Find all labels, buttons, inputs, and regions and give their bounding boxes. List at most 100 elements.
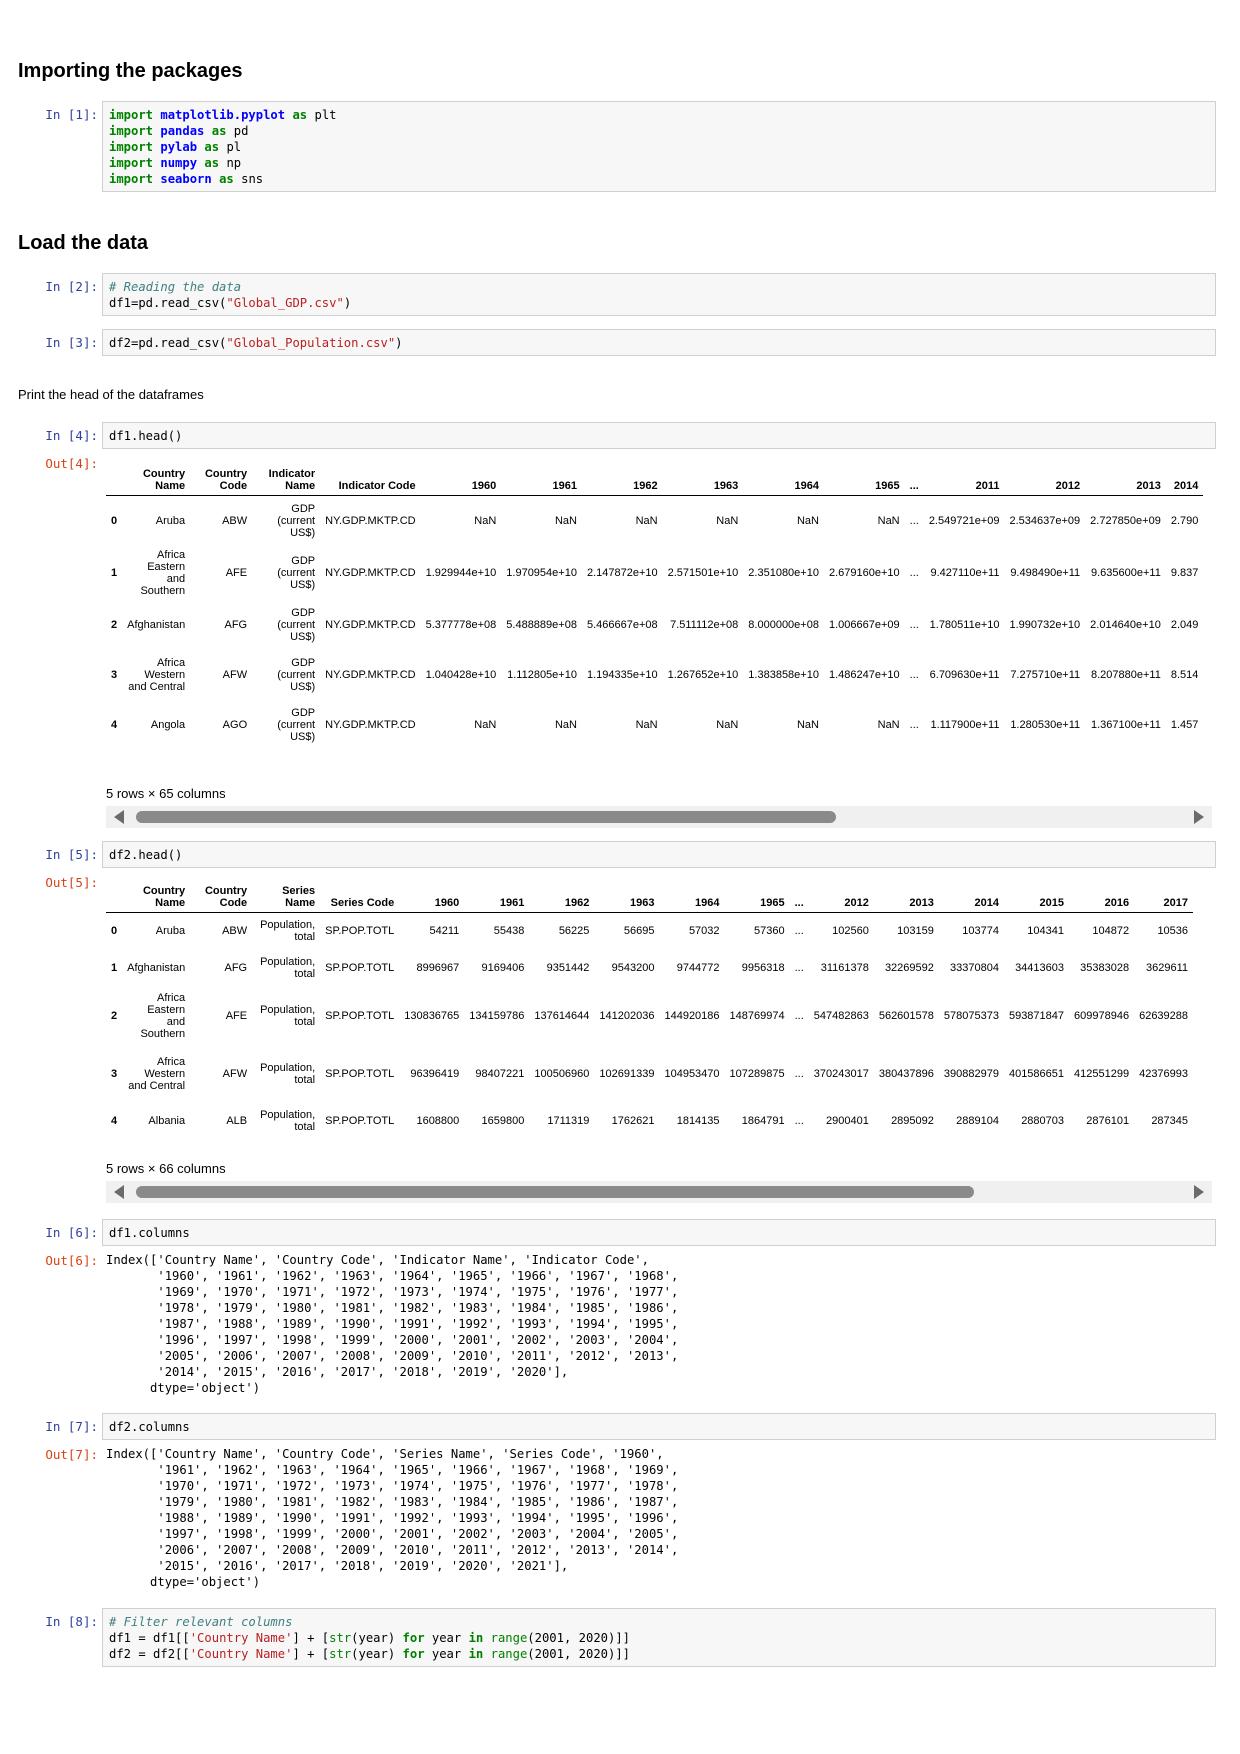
table-cell: 8.000000e+08	[748, 618, 819, 631]
scrollbar-thumb[interactable]	[136, 811, 836, 823]
table-cell: NY.GDP.MKTP.CD	[325, 618, 416, 631]
row-index: 3	[111, 1067, 118, 1080]
table-cell: 370243017	[813, 1067, 869, 1080]
table-cell: 9351442	[546, 962, 590, 974]
table-cell: 2889104	[956, 1115, 999, 1127]
table-cell: Albania	[148, 1115, 186, 1127]
column-header: 1963	[662, 465, 744, 496]
scrollbar-thumb[interactable]	[136, 1186, 974, 1198]
code-cell-read-population[interactable]: df2=pd.read_csv("Global_Population.csv")	[102, 329, 1216, 356]
code-text: (year)	[351, 1647, 403, 1661]
table-cell: 103774	[962, 925, 999, 938]
table-cell: AFW	[222, 1067, 248, 1080]
table-cell: 2.147872e+10	[586, 566, 658, 579]
table-row: 0 Aruba ABW GDP (current US$) NY.GDP.MKTP.CD…	[106, 496, 1203, 546]
scroll-left-arrow-icon[interactable]	[114, 810, 124, 824]
heading-load-data: Load the data	[18, 232, 149, 254]
table-cell: NY.GDP.MKTP.CD	[325, 718, 416, 731]
code-comment: # Filter relevant columns	[109, 1615, 293, 1629]
table-cell: 8.207880e+11	[1090, 668, 1161, 681]
code-module: pylab	[160, 140, 198, 154]
table-cell: 2.351080e+10	[748, 566, 819, 579]
table-cell: 96396419	[410, 1067, 460, 1080]
table-cell: 102691339	[599, 1067, 655, 1080]
code-keyword: for	[402, 1631, 425, 1645]
table-cell: 6.709630e+11	[929, 668, 1000, 681]
code-cell-filter-columns[interactable]: # Filter relevant columns df1 = df1[['Co…	[102, 1608, 1216, 1667]
table-cell: 578075373	[943, 1009, 999, 1022]
table-cell: AFE	[225, 1009, 248, 1022]
table-cell: ...	[909, 514, 919, 527]
code-string: 'Country Name'	[189, 1631, 293, 1645]
table-cell: 7.511112e+08	[670, 618, 739, 631]
table-cell: NaN	[554, 718, 577, 731]
table-cell: 3629611	[1146, 962, 1189, 974]
scroll-right-arrow-icon[interactable]	[1194, 1185, 1204, 1199]
table-cell: 390882979	[943, 1067, 999, 1080]
scroll-right-arrow-icon[interactable]	[1194, 810, 1204, 824]
table-cell: 1659800	[481, 1115, 525, 1127]
output-line: '2006', '2007', '2008', '2009', '2010', …	[106, 1543, 679, 1557]
table-cell: 2.549721e+09	[928, 514, 1000, 527]
code-text	[483, 1647, 490, 1661]
code-module: matplotlib.pyplot	[160, 108, 286, 122]
code-keyword: import	[109, 172, 154, 186]
df2-horizontal-scrollbar[interactable]	[106, 1181, 1212, 1203]
df2-columns-output: Index(['Country Name', 'Country Code', '…	[106, 1446, 678, 1590]
code-line: import seaborn as sns	[109, 171, 1209, 187]
table-cell: 1.486247e+10	[828, 668, 900, 681]
table-row: 2 Afghanistan AFG GDP (current US$) NY.GDP.M…	[106, 600, 1203, 650]
table-cell: 134159786	[469, 1009, 525, 1022]
output-line: dtype='object')	[106, 1575, 261, 1589]
table-cell: 144920186	[664, 1009, 720, 1022]
code-cell-df1-columns[interactable]: df1.columns	[102, 1219, 1216, 1246]
table-cell: 1.194335e+10	[586, 668, 658, 681]
table-cell: 2880703	[1021, 1115, 1065, 1127]
output-line: Index(['Country Name', 'Country Code', '…	[106, 1447, 664, 1461]
input-prompt-1: In [1]:	[45, 107, 98, 122]
table-cell: ABW	[222, 514, 248, 527]
row-index: 3	[111, 668, 118, 681]
row-index: 4	[111, 718, 118, 731]
heading-importing-packages: Importing the packages	[18, 60, 243, 82]
table-cell: ...	[794, 925, 804, 938]
table-cell: Population, total	[260, 919, 316, 944]
table-cell: GDP (current US$)	[277, 706, 316, 743]
scroll-left-arrow-icon[interactable]	[114, 1185, 124, 1199]
code-text	[483, 1631, 490, 1645]
column-header: 1964	[659, 882, 725, 913]
code-cell-read-gdp[interactable]: # Reading the data df1=pd.read_csv("Glob…	[102, 273, 1216, 316]
code-cell-df1-head[interactable]: df1.head()	[102, 422, 1216, 449]
row-index: 2	[111, 618, 118, 631]
table-cell: 2.679160e+10	[828, 566, 900, 579]
table-cell: 1711319	[547, 1115, 590, 1127]
column-header: 2012	[808, 882, 874, 913]
df1-horizontal-scrollbar[interactable]	[106, 806, 1212, 828]
code-text: df1=pd.read_csv(	[109, 296, 227, 310]
code-cell-import-packages[interactable]: import matplotlib.pyplot as plt import pa…	[102, 101, 1216, 192]
table-cell: 9.498490e+11	[1010, 566, 1081, 579]
table-cell: NaN	[635, 514, 658, 527]
row-index: 1	[111, 566, 118, 579]
df2-shape-info: 5 rows × 66 columns	[106, 1161, 226, 1176]
table-cell: 2876101	[1086, 1115, 1130, 1127]
table-cell: 54211	[429, 925, 460, 938]
table-cell: 104953470	[664, 1067, 720, 1080]
code-cell-df2-columns[interactable]: df2.columns	[102, 1413, 1216, 1440]
table-cell: Afghanistan	[127, 618, 186, 631]
code-alias: pd	[233, 124, 249, 138]
table-cell: Population, total	[260, 1003, 316, 1028]
code-module: numpy	[160, 156, 198, 170]
table-cell: NY.GDP.MKTP.CD	[325, 566, 416, 579]
code-text: ] + [	[292, 1631, 330, 1645]
table-cell: 35383028	[1080, 962, 1130, 974]
input-prompt-6: In [6]:	[45, 1225, 98, 1240]
code-text: df2 = df2[[	[109, 1647, 190, 1661]
column-header: 2016	[1069, 882, 1135, 913]
column-header: 2017	[1134, 882, 1194, 913]
table-cell: NaN	[716, 718, 739, 731]
code-cell-df2-head[interactable]: df2.head()	[102, 841, 1216, 868]
table-cell: ...	[794, 962, 804, 974]
table-cell: 8.514	[1170, 668, 1199, 681]
code-text: year	[424, 1647, 469, 1661]
